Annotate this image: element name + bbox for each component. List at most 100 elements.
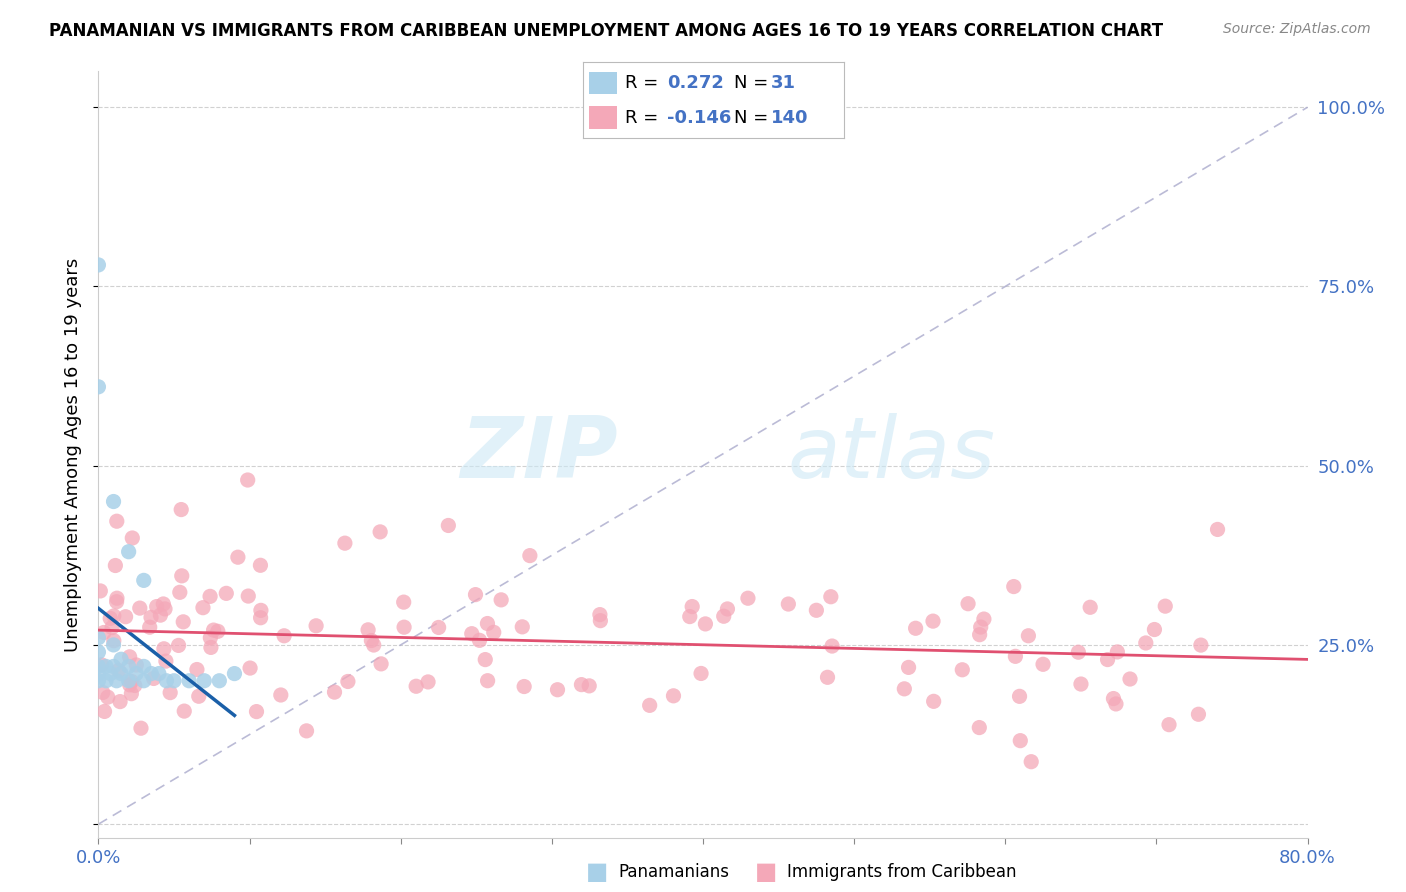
- Point: [336, 674, 359, 689]
- Point: [105, 514, 128, 528]
- Point: [273, 629, 295, 643]
- Point: [207, 624, 229, 639]
- Point: [100, 666, 122, 681]
- Point: [97, 690, 120, 705]
- Text: Source: ZipAtlas.com: Source: ZipAtlas.com: [1223, 22, 1371, 37]
- Point: [118, 659, 141, 673]
- Point: [510, 620, 533, 634]
- Point: [461, 626, 484, 640]
- Text: R =: R =: [626, 74, 658, 92]
- Text: 0.272: 0.272: [666, 74, 724, 92]
- Point: [149, 608, 172, 623]
- Point: [93, 625, 115, 640]
- Point: [1010, 733, 1032, 747]
- Point: [208, 673, 231, 688]
- Point: [129, 721, 152, 735]
- Point: [153, 641, 176, 656]
- Point: [392, 620, 415, 634]
- Point: [305, 619, 328, 633]
- Point: [155, 673, 177, 688]
- Point: [236, 473, 259, 487]
- Point: [110, 652, 132, 666]
- Point: [148, 666, 170, 681]
- Point: [215, 586, 238, 600]
- Point: [105, 595, 128, 609]
- Point: [110, 666, 132, 681]
- Point: [1157, 717, 1180, 731]
- Point: [103, 494, 125, 508]
- Point: [1067, 645, 1090, 659]
- Point: [108, 695, 131, 709]
- Point: [87, 380, 110, 394]
- Point: [87, 659, 110, 673]
- Point: [970, 620, 993, 634]
- Point: [124, 678, 146, 692]
- Point: [245, 705, 267, 719]
- Point: [152, 597, 174, 611]
- Point: [179, 673, 201, 688]
- Point: [638, 698, 661, 713]
- Point: [132, 574, 155, 588]
- Point: [139, 610, 162, 624]
- Point: [1019, 755, 1042, 769]
- Point: [118, 673, 141, 688]
- Point: [662, 689, 685, 703]
- Point: [170, 502, 193, 516]
- Point: [922, 694, 945, 708]
- Point: [128, 601, 150, 615]
- Point: [270, 688, 292, 702]
- Point: [163, 673, 186, 688]
- Point: [167, 639, 190, 653]
- Point: [101, 621, 124, 635]
- Point: [547, 682, 569, 697]
- Point: [87, 631, 110, 645]
- Point: [1206, 523, 1229, 537]
- Text: Panamanians: Panamanians: [619, 863, 730, 881]
- Point: [973, 612, 995, 626]
- Point: [132, 659, 155, 673]
- Point: [103, 638, 125, 652]
- Point: [416, 675, 439, 690]
- Point: [427, 620, 450, 634]
- Point: [87, 666, 110, 681]
- Point: [897, 660, 920, 674]
- Point: [295, 723, 318, 738]
- Point: [226, 550, 249, 565]
- Point: [103, 608, 125, 623]
- Point: [91, 685, 114, 699]
- Point: [103, 659, 125, 673]
- Point: [138, 620, 160, 634]
- Point: [1189, 638, 1212, 652]
- Point: [904, 621, 927, 635]
- Point: [713, 609, 735, 624]
- Point: [489, 592, 512, 607]
- Text: -0.146: -0.146: [666, 109, 731, 127]
- Point: [405, 679, 427, 693]
- Point: [922, 614, 945, 628]
- Text: Immigrants from Caribbean: Immigrants from Caribbean: [787, 863, 1017, 881]
- Point: [104, 558, 127, 573]
- Point: [120, 674, 142, 689]
- Point: [202, 623, 225, 637]
- Point: [477, 616, 499, 631]
- Point: [468, 633, 491, 648]
- Point: [1008, 690, 1031, 704]
- Point: [323, 685, 346, 699]
- Point: [370, 657, 392, 671]
- Point: [589, 614, 612, 628]
- Point: [578, 679, 600, 693]
- Point: [1143, 623, 1166, 637]
- Point: [437, 518, 460, 533]
- Point: [200, 640, 222, 655]
- Point: [1032, 657, 1054, 672]
- Point: [681, 599, 703, 614]
- Point: [187, 690, 209, 704]
- Point: [193, 673, 215, 688]
- Point: [118, 678, 141, 692]
- Point: [170, 569, 193, 583]
- Point: [94, 673, 117, 688]
- Point: [821, 639, 844, 653]
- Point: [87, 258, 110, 272]
- Point: [1154, 599, 1177, 614]
- Text: R =: R =: [626, 109, 658, 127]
